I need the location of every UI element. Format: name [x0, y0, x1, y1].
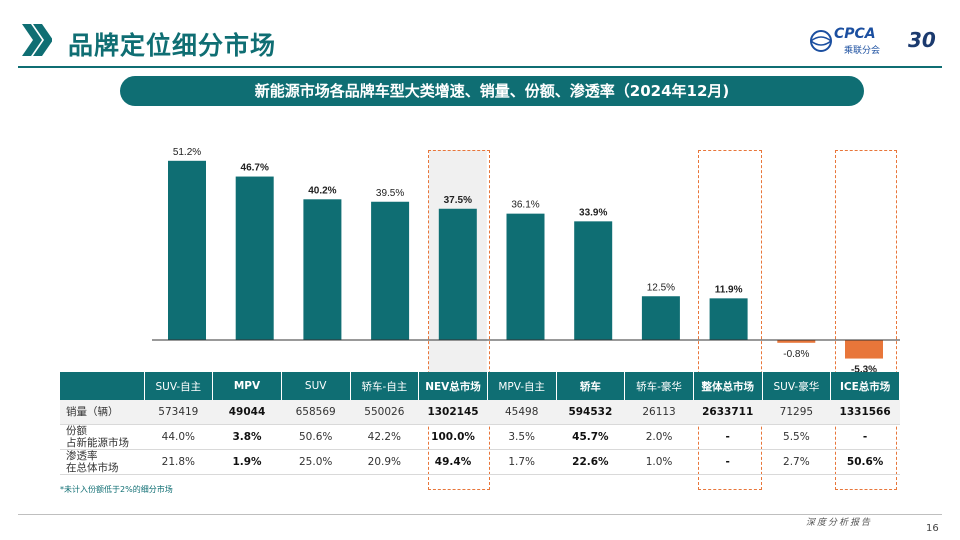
data-label-SUV-豪华: -0.8%	[783, 349, 809, 360]
page-title: 品牌定位细分市场	[68, 31, 277, 60]
data-label-SUV-自主: 51.2%	[173, 147, 201, 158]
row-header: 渗透率 在总体市场	[60, 449, 144, 475]
data-label-轿车-豪华: 12.5%	[647, 282, 675, 293]
table-cell: 50.6%	[281, 424, 351, 450]
bar-NEV总市场	[438, 208, 477, 340]
bar-SUV-豪华	[777, 340, 816, 343]
header-corner-cell	[60, 372, 145, 400]
data-label-MPV-自主: 36.1%	[511, 200, 539, 211]
column-header: 轿车-豪华	[624, 372, 694, 400]
table-header-row: SUV-自主 MPV SUV 轿车-自主 NEV总市场 MPV-自主 轿车 轿车-豪华 整体总市…	[60, 372, 900, 400]
table-cell: 25.0%	[281, 449, 351, 475]
table-cell: 3.8%	[212, 424, 282, 450]
bar-SUV-自主	[168, 160, 206, 340]
table-cell: 573419	[144, 400, 213, 425]
table-cell: 45498	[487, 400, 557, 425]
row-header: 销量（辆）	[60, 400, 144, 425]
table-cell: 658569	[281, 400, 351, 425]
chart-banner: 新能源市场各品牌车型大类增速、销量、份额、渗透率（2024年12月)	[120, 76, 864, 106]
table-cell: 42.2%	[350, 424, 419, 450]
column-header: SUV	[281, 372, 351, 400]
row-header: 份额 占新能源市场	[60, 424, 144, 450]
column-header: NEV总市场	[418, 372, 488, 400]
bar-轿车	[574, 221, 613, 340]
column-header: SUV-自主	[144, 372, 214, 400]
bar-轿车-自主	[371, 201, 410, 340]
bar-整体总市场	[709, 298, 748, 340]
highlight-nev-market	[428, 150, 490, 490]
table-cell: 2.7%	[762, 449, 831, 475]
table-cell: 45.7%	[556, 424, 625, 450]
table-cell: 1.0%	[624, 449, 694, 475]
table-cell: 550026	[350, 400, 419, 425]
growth-bar-chart: 51.2% 46.7% 40.2% 39.5% 37.5% 36.1% 33.9% 12.5%…	[152, 147, 900, 372]
table-cell: 1302145	[418, 400, 488, 425]
table-row: 渗透率 在总体市场 21.8% 1.9% 25.0% 20.9% 49.4% 1.7% 22.…	[60, 449, 900, 475]
table-cell: 3.5%	[487, 424, 557, 450]
table-cell: 26113	[624, 400, 694, 425]
data-label-NEV总市场: 37.5%	[444, 195, 472, 206]
table-row: 份额 占新能源市场 44.0% 3.8% 50.6% 42.2% 100.0% 3.5% 45…	[60, 424, 900, 450]
page-number: 16	[926, 523, 939, 534]
bar-ICE总市场	[845, 340, 883, 359]
bar-轿车-豪华	[641, 296, 680, 340]
table-cell: 21.8%	[144, 449, 213, 475]
table-cell: 20.9%	[350, 449, 419, 475]
table-cell: 1331566	[830, 400, 900, 425]
anniversary-badge: 30	[908, 28, 936, 52]
column-header: SUV-豪华	[762, 372, 832, 400]
data-table: SUV-自主 MPV SUV 轿车-自主 NEV总市场 MPV-自主 轿车 轿车-豪华 整体总市…	[60, 372, 900, 475]
cpca-logo: CPCA 乘联分会 30	[808, 24, 942, 58]
footer-tag: 深度分析报告	[806, 518, 873, 528]
table-cell: 50.6%	[830, 449, 900, 475]
table-cell: -	[693, 449, 763, 475]
table-cell: -	[693, 424, 763, 450]
table-body: 销量（辆） 573419 49044 658569 550026 1302145 45498…	[60, 400, 900, 475]
logo-text: CPCA	[834, 26, 876, 42]
globe-icon	[810, 30, 833, 52]
table-cell: 594532	[556, 400, 625, 425]
table-cell: 5.5%	[762, 424, 831, 450]
table-cell: 1.9%	[212, 449, 282, 475]
column-header: ICE总市场	[830, 372, 900, 400]
data-label-整体总市场: 11.9%	[715, 284, 743, 295]
logo-subtext: 乘联分会	[844, 46, 881, 56]
table-cell: 71295	[762, 400, 831, 425]
double-chevron-icon	[22, 24, 52, 56]
data-label-ICE总市场: -5.3%	[851, 365, 877, 372]
column-header: MPV	[212, 372, 282, 400]
slide-header: 品牌定位细分市场 CPCA 乘联分会 30	[0, 0, 960, 66]
table-cell: 100.0%	[418, 424, 488, 450]
footnote: *未计入份额低于2%的细分市场	[60, 485, 173, 494]
column-header: 轿车-自主	[350, 372, 420, 400]
footer-divider	[18, 514, 942, 515]
column-header: 轿车	[556, 372, 626, 400]
header-divider	[18, 66, 942, 68]
highlight-ice-market	[835, 150, 897, 490]
column-header: MPV-自主	[487, 372, 557, 400]
data-label-轿车: 33.9%	[579, 207, 607, 218]
column-header: 整体总市场	[693, 372, 763, 400]
table-cell: -	[830, 424, 900, 450]
table-row: 销量（辆） 573419 49044 658569 550026 1302145 45498…	[60, 400, 900, 425]
table-cell: 1.7%	[487, 449, 557, 475]
table-cell: 22.6%	[556, 449, 625, 475]
table-cell: 2.0%	[624, 424, 694, 450]
bar-MPV-自主	[506, 213, 545, 340]
table-cell: 49044	[212, 400, 282, 425]
highlight-overall-market	[698, 150, 762, 490]
data-label-MPV: 46.7%	[241, 163, 269, 174]
bar-MPV	[235, 176, 274, 340]
bar-SUV	[303, 199, 342, 340]
table-cell: 44.0%	[144, 424, 213, 450]
table-cell: 49.4%	[418, 449, 488, 475]
data-label-SUV: 40.2%	[308, 185, 336, 196]
data-label-轿车-自主: 39.5%	[376, 188, 404, 199]
table-cell: 2633711	[693, 400, 763, 425]
